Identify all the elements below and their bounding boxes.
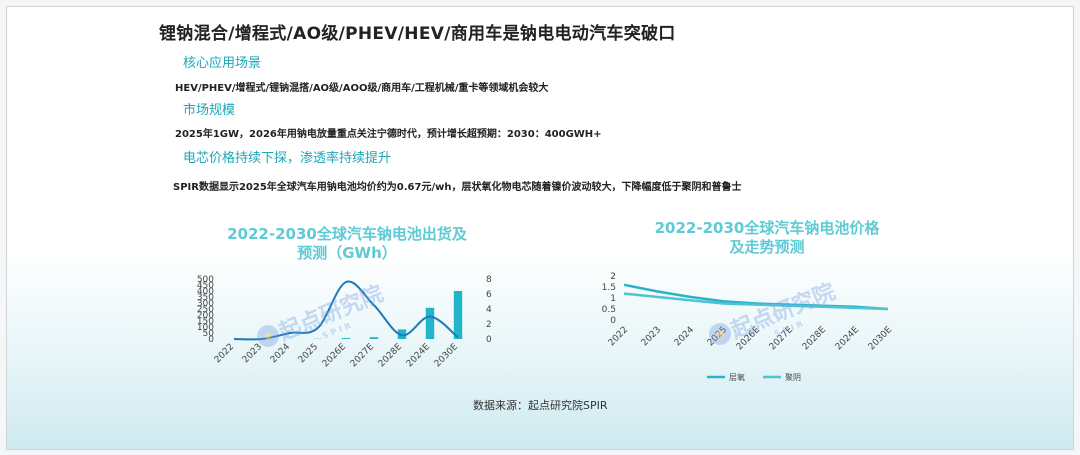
- chart1-title-line2: 预测（GWh）: [297, 244, 397, 262]
- price-y-tick-label-2: 1: [610, 294, 616, 304]
- chart1-title-line1: 2022-2030全球汽车钠电池出货及: [227, 225, 467, 243]
- y-tick-label-9: 450: [197, 281, 214, 291]
- y-tick-label-7: 350: [197, 293, 214, 303]
- x-tick-label-1: 2023: [241, 342, 264, 365]
- chart2-title: 2022-2030全球汽车钠电池价格 及走势预测: [617, 219, 917, 257]
- y-tick-label-2: 100: [197, 323, 214, 333]
- price-y-tick-label-4: 2: [610, 272, 616, 282]
- section-heading-application: 核心应用场景: [183, 56, 262, 71]
- bar-2027E: [369, 337, 379, 339]
- x-tick-label-5: 2027E: [349, 342, 377, 370]
- y-tick-label-4: 200: [197, 311, 214, 321]
- y2-tick-label-2: 4: [486, 305, 492, 315]
- slide-title: 锂钠混合/增程式/AO级/PHEV/HEV/商用车是钠电电动汽车突破口: [159, 24, 676, 44]
- price-y-tick-label-0: 0: [610, 316, 616, 326]
- bar-2028E: [397, 329, 407, 339]
- y-tick-label-3: 150: [197, 317, 214, 327]
- price-y-tick-label-1: 0.5: [602, 305, 616, 315]
- bar-2030E: [453, 291, 463, 339]
- y2-tick-label-3: 6: [486, 290, 492, 300]
- legend-label-1: 聚阴: [785, 373, 801, 382]
- y-tick-label-0: 0: [208, 335, 214, 345]
- price-line-1: [623, 292, 889, 311]
- y-tick-label-8: 400: [197, 287, 214, 297]
- chart2-title-line1: 2022-2030全球汽车钠电池价格: [654, 219, 880, 237]
- bar-2029E: [425, 307, 435, 339]
- section-heading-market: 市场规模: [183, 103, 236, 118]
- section-heading-price: 电芯价格持续下探，渗透率持续提升: [183, 151, 392, 166]
- section-body-market: 2025年1GW，2026年用钠电放量重点关注宁德时代，预计增长超预期：2030…: [175, 129, 602, 140]
- y-tick-label-10: 500: [197, 275, 214, 285]
- price-x-tick-label-8: 2030E: [867, 325, 895, 353]
- y-tick-label-6: 300: [197, 299, 214, 309]
- watermark-logo-icon: [257, 325, 279, 347]
- x-tick-label-7: 2024E: [405, 342, 433, 370]
- price-x-tick-label-1: 2023: [640, 325, 663, 348]
- x-tick-label-4: 2026E: [321, 342, 349, 370]
- y2-tick-label-4: 8: [486, 275, 492, 285]
- data-source: 数据来源：起点研究院SPIR: [473, 399, 608, 412]
- bar-2026E: [341, 338, 351, 339]
- price-chart: 00.511.5220222023202420252026E2027E2028E…: [602, 272, 895, 382]
- chart2-title-line2: 及走势预测: [729, 238, 805, 256]
- price-x-tick-label-2: 2024: [673, 325, 696, 348]
- price-x-tick-label-7: 2024E: [834, 325, 862, 353]
- y2-tick-label-0: 0: [486, 335, 492, 345]
- y-tick-label-5: 250: [197, 305, 214, 315]
- section-body-price: SPIR数据显示2025年全球汽车用钠电池均价约为0.67元/wh，层状氧化物电…: [173, 182, 742, 193]
- watermark-logo-icon-2: [709, 323, 731, 345]
- price-x-tick-label-6: 2028E: [801, 325, 829, 353]
- chart1-title: 2022-2030全球汽车钠电池出货及 预测（GWh）: [197, 225, 497, 263]
- y-tick-label-1: 50: [203, 329, 215, 339]
- legend-label-0: 层氧: [729, 372, 745, 382]
- section-body-application: HEV/PHEV/增程式/锂钠混搭/AO级/AOO级/商用车/工程机械/重卡等领…: [175, 83, 549, 94]
- y2-tick-label-1: 2: [486, 320, 492, 330]
- price-y-tick-label-3: 1.5: [602, 283, 616, 293]
- x-tick-label-8: 2030E: [433, 342, 461, 370]
- price-x-tick-label-0: 2022: [607, 325, 630, 348]
- x-tick-label-0: 2022: [213, 342, 236, 365]
- x-tick-label-6: 2028E: [377, 342, 405, 370]
- slide: 锂钠混合/增程式/AO级/PHEV/HEV/商用车是钠电电动汽车突破口 核心应用…: [6, 6, 1074, 450]
